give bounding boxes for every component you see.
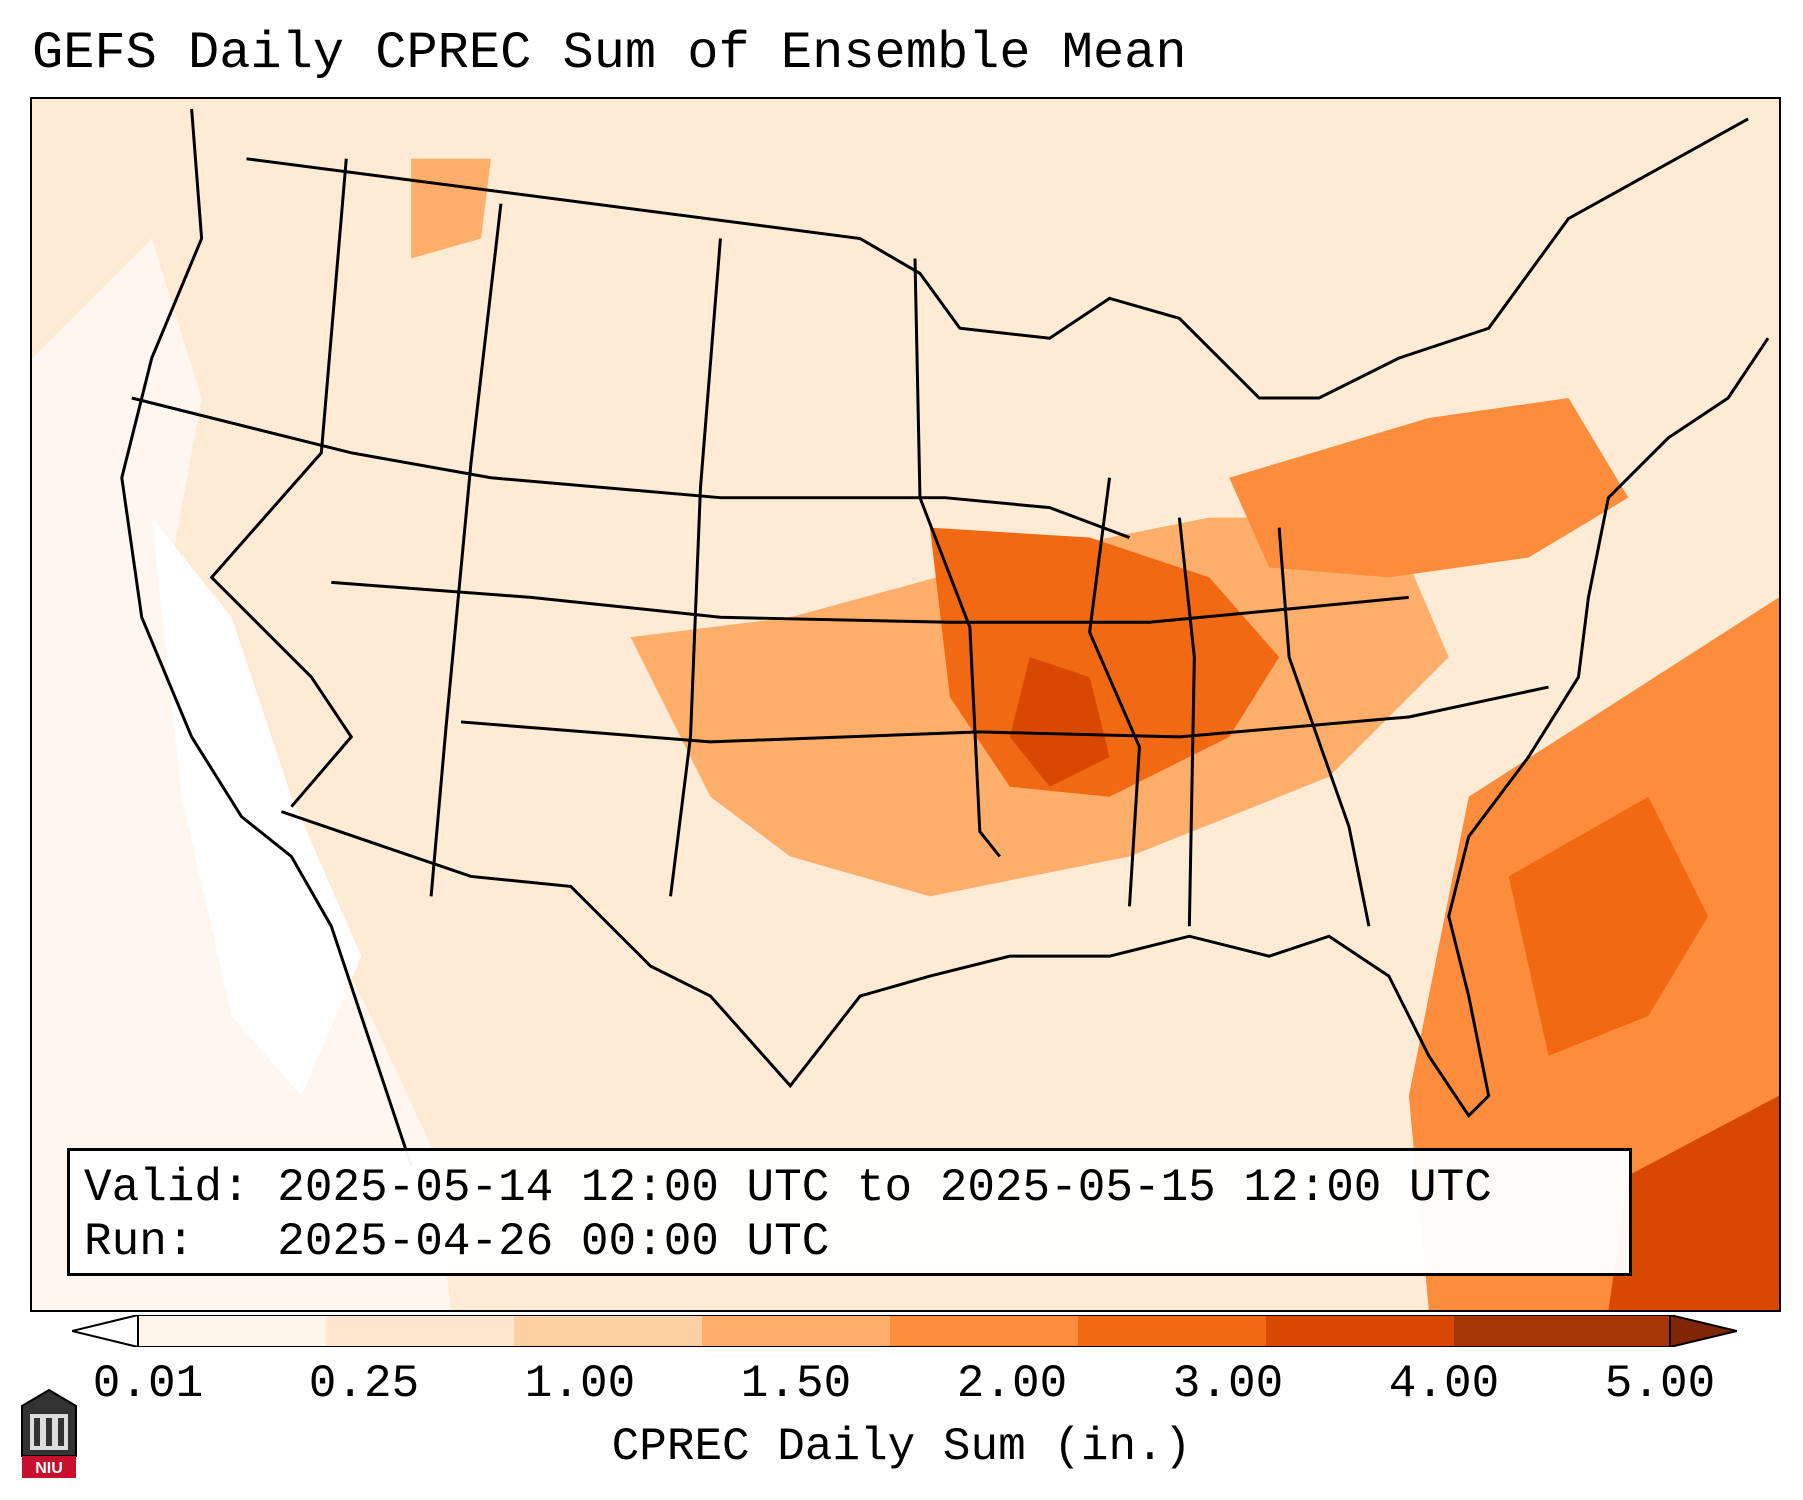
southern-east-coastline	[280, 337, 1770, 1118]
california-dry-area	[151, 517, 362, 1096]
pacific-low-precip-area	[32, 238, 452, 1310]
caribbean-heavy-precip-area	[1608, 1095, 1779, 1310]
state-border-mid-tier	[331, 580, 1409, 624]
valid-line: Valid: 2025-05-14 12:00 UTC to 2025-05-1…	[84, 1162, 1492, 1214]
colorbar-tick-label: 3.00	[1172, 1358, 1284, 1410]
colorbar-tick-label: 0.25	[308, 1358, 420, 1410]
west-coastline	[120, 108, 413, 1166]
colorbar-tick-label: 4.00	[1388, 1358, 1500, 1410]
colorbar-segment-5	[890, 1315, 1078, 1347]
run-line: Run: 2025-04-26 00:00 UTC	[84, 1216, 830, 1268]
state-border-plains-east	[913, 258, 1001, 858]
colorbar-segment-2	[326, 1315, 514, 1347]
valid-time-info-box: Valid: 2025-05-14 12:00 UTC to 2025-05-1…	[67, 1148, 1632, 1276]
state-border-northern-tier	[131, 396, 1131, 539]
colorbar-segment-7	[1266, 1315, 1454, 1347]
colorbar-segment-8	[1454, 1315, 1670, 1347]
colorbar-segment-6	[1078, 1315, 1266, 1347]
state-border-west	[209, 158, 354, 808]
state-border-south-tier	[460, 685, 1549, 744]
colorbar-extend-high	[1669, 1315, 1737, 1347]
colorbar-tick-label: 1.50	[740, 1358, 852, 1410]
colorbar-tick-label: 1.00	[524, 1358, 636, 1410]
colorbar-segment-4	[702, 1315, 890, 1347]
colorbar-tick-label: 2.00	[956, 1358, 1068, 1410]
coastlines-and-borders	[120, 108, 1770, 1166]
niu-building-icon: NIU	[21, 1388, 77, 1478]
missouri-max-precip-area	[1009, 657, 1110, 787]
state-border-ohio-alabama	[1277, 527, 1371, 927]
colorbar-tick-label: 0.01	[92, 1358, 204, 1410]
colorbar-outline	[137, 1315, 1671, 1347]
map-canvas	[32, 99, 1779, 1310]
northern-border	[246, 117, 1749, 400]
precipitation-map	[30, 97, 1781, 1312]
atlantic-heavy-precip-area	[1508, 796, 1709, 1056]
colorbar	[72, 1315, 1737, 1347]
logo-text: NIU	[35, 1460, 63, 1477]
colorbar-segment-1	[138, 1315, 326, 1347]
state-border-mississippi	[1088, 477, 1141, 907]
colorbar-extend-low	[72, 1315, 139, 1347]
colorbar-tick-label: 5.00	[1604, 1358, 1716, 1410]
state-border-illinois-indiana	[1177, 517, 1196, 927]
northeast-precip-area	[1229, 398, 1629, 578]
state-border-plains-west	[669, 238, 722, 897]
colorbar-label: CPREC Daily Sum (in.)	[611, 1421, 1192, 1473]
state-border-mountain	[429, 203, 503, 897]
map-title: GEFS Daily CPREC Sum of Ensemble Mean	[32, 24, 1187, 83]
colorbar-segment-3	[514, 1315, 702, 1347]
